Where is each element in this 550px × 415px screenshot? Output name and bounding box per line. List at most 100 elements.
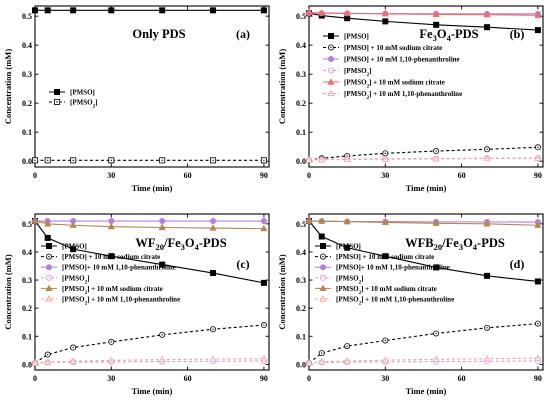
marker-square [534,27,541,34]
legend-marker [319,295,327,302]
marker-circle [327,56,334,63]
legend-marker [46,253,53,260]
marker-square [54,89,61,96]
legend-marker [54,99,61,106]
marker-center-dot [34,159,36,162]
legend-label: [PMSO2] [70,99,97,110]
data-point [534,27,541,34]
data-point [260,224,268,232]
data-point [534,154,542,161]
data-point [209,355,217,362]
data-point [305,8,313,15]
y-tick-label: 0.4 [296,248,306,257]
data-point [534,320,541,327]
x-tick-label: 0 [307,374,311,383]
marker-center-dot [263,358,265,360]
data-point [159,218,166,225]
marker-square [70,7,77,14]
x-tick-label: 30 [381,171,389,180]
legend-label: [PMSO2] + 10 mM sodium citrate [62,285,163,296]
data-point [432,155,440,162]
marker-triangle [343,217,351,225]
data-point [210,218,217,225]
series-5 [305,8,542,18]
x-tick-label: 30 [107,374,115,383]
y-tick-label: 0.4 [22,248,32,257]
data-point [260,218,267,225]
y-tick-label: 0.4 [296,41,306,50]
chart-title: WF20/Fe3O4-PDS [135,236,226,252]
marker-center-dot [72,346,74,349]
marker-center-dot [212,328,214,330]
series-4 [305,155,541,163]
data-point [484,324,491,331]
marker-center-dot [384,158,387,160]
marker-square [70,246,77,253]
data-point [260,157,267,164]
marker-center-dot [212,159,214,162]
marker-center-dot [435,158,437,160]
data-point [534,221,542,228]
data-point [433,148,440,155]
data-point [381,10,389,17]
y-tick-label: 0.3 [22,276,32,285]
y-axis-label: Concentration (mM) [3,49,13,124]
data-point [534,144,541,151]
marker-center-dot [263,159,265,162]
legend-label: [PMSO] [62,243,87,251]
legend-label: [PMSO2] + 10 mM 1,10-phenanthroline [62,296,180,307]
y-tick-label: 0.5 [22,12,32,21]
data-point [158,223,166,231]
series-2 [32,157,267,164]
marker-center-dot [34,362,36,364]
series-line [308,157,538,161]
data-point [44,157,51,164]
data-point [381,356,389,363]
marker-triangle [305,217,313,224]
data-point [483,220,491,227]
legend-label: [PMSO] + 10 mM sodium citrate [344,44,442,52]
marker-triangle [158,223,166,231]
data-point [483,154,491,162]
y-tick-label: 0.0 [22,360,32,369]
x-axis-label: Time (min) [132,386,173,396]
marker-center-dot [321,159,323,161]
data-point [260,322,267,329]
marker-center-dot [330,46,332,49]
marker-triangle [534,11,542,18]
marker-center-dot [48,298,50,300]
legend-marker [319,284,327,292]
legend-marker [319,264,326,271]
marker-square [260,279,267,286]
data-point [260,7,267,14]
data-point [344,244,351,251]
legend-label: [PMSO2] [62,274,89,285]
plot-frame [34,213,270,371]
marker-center-dot [308,362,310,364]
data-point [158,355,166,363]
chart-panel-a: 0 30 60 90 0.0 0.1 0.2 0.3 0.4 0.5 Time (min) Conce… [3,5,270,193]
x-axis-label: Time (min) [132,183,173,193]
marker-square [46,242,53,249]
marker-center-dot [486,358,488,360]
series-1 [32,7,267,14]
y-tick-label: 0.1 [22,128,32,137]
panel-label: (a) [236,27,250,41]
data-point [69,357,77,364]
marker-square [44,234,51,241]
marker-circle [159,218,166,225]
marker-square [159,261,166,268]
marker-center-dot [161,334,163,336]
marker-center-dot [435,332,437,335]
series-2 [305,144,541,164]
y-tick-label: 0.3 [22,70,32,79]
legend-marker [327,67,334,74]
marker-center-dot [384,359,387,361]
marker-triangle [319,284,327,292]
data-point [260,354,268,362]
data-point [381,155,389,162]
marker-square [534,278,541,285]
legend-marker [45,295,53,302]
data-point [31,359,39,366]
marker-center-dot [486,148,488,151]
